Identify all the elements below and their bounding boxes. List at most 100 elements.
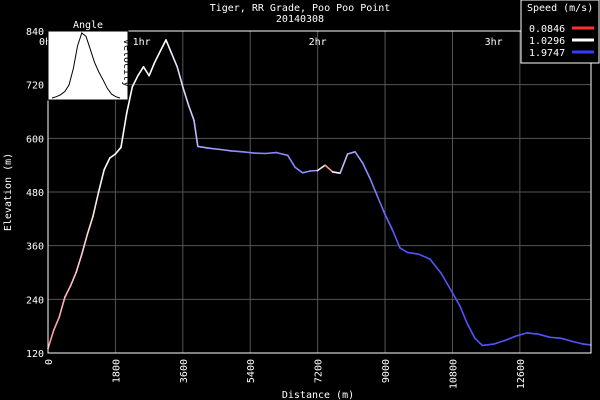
x-tick-label: 0 [44, 359, 55, 365]
trace-segment [316, 164, 326, 172]
trace-segment [86, 215, 94, 236]
trace-segment [92, 191, 100, 218]
trace-segment [376, 195, 386, 216]
trace-segment [114, 146, 122, 155]
trace-segment [451, 291, 461, 307]
trace-segment [369, 177, 379, 198]
trace-segment [481, 343, 495, 347]
trace-segment [537, 333, 551, 339]
trace-segment [137, 66, 145, 77]
elevation-trace [47, 39, 592, 350]
trace-segment [384, 213, 394, 231]
trace-segment [125, 86, 134, 115]
x-tick-label: 9000 [381, 359, 392, 383]
trace-segment [301, 170, 311, 174]
y-tick-label: 360 [26, 242, 44, 253]
trace-segment [571, 340, 585, 345]
x-tick-label: 3600 [179, 359, 190, 383]
y-tick-label: 600 [26, 134, 44, 145]
trace-segment [264, 151, 278, 155]
x-tick-label: 5400 [246, 359, 257, 383]
trace-segment [80, 233, 89, 256]
y-tick-label: 240 [26, 295, 44, 306]
trace-segment [354, 151, 364, 164]
trace-segment [69, 271, 77, 287]
trace-segment [142, 66, 150, 77]
trace-segment [159, 39, 167, 52]
trace-segment [64, 285, 72, 298]
trace-segment [109, 153, 117, 159]
time-tick-label: 1hr [133, 37, 151, 48]
tick-labels: 120 240 360 480 600 720 840 0 1800 3600 5400 7200 90… [26, 27, 527, 389]
chart-title: Tiger, RR Grade, Poo Poo Point [210, 3, 391, 14]
plot-frame [47, 30, 592, 354]
legend-entry-label: 1.9747 [529, 48, 565, 59]
x-tick-label: 1800 [111, 359, 122, 383]
trace-segment [97, 168, 105, 193]
legend-title: Speed (m/s) [527, 3, 593, 14]
legend-entry-label: 1.0296 [529, 36, 565, 47]
y-tick-label: 480 [26, 188, 44, 199]
trace-segment [187, 104, 195, 122]
y-tick-label: 720 [26, 81, 44, 92]
x-tick-label: 12600 [516, 359, 527, 389]
y-axis-label: Elevation (m) [3, 153, 14, 231]
trace-segment [148, 61, 156, 77]
legend-entry-label: 0.0846 [529, 24, 565, 35]
trace-segment [406, 251, 420, 255]
trace-segment [346, 151, 356, 155]
angle-velocity-inset: Angle Velocity [47, 20, 132, 101]
time-tick-label: 2hr [309, 37, 327, 48]
trace-segment [459, 305, 469, 325]
trace-segment [361, 162, 371, 180]
trace-segment [230, 150, 244, 153]
trace-segment [331, 171, 341, 174]
time-tick-label: 3hr [485, 37, 503, 48]
inset-title: Angle [73, 20, 103, 31]
trace-segment [294, 166, 304, 174]
trace-segment [153, 50, 162, 64]
trace-segment [474, 337, 484, 347]
trace-segment [466, 323, 476, 340]
trace-segment [339, 153, 349, 174]
trace-segment [548, 336, 562, 340]
trace-segment [440, 272, 454, 294]
trace-segment [103, 157, 111, 171]
trace-segment [560, 337, 574, 343]
trace-segment [399, 247, 409, 254]
trace-segment [429, 258, 443, 275]
x-axis-label: Distance (m) [282, 390, 354, 400]
trace-segment [504, 335, 517, 342]
trace-segment [197, 145, 210, 149]
trace-segment [208, 147, 222, 151]
trace-segment [58, 296, 66, 319]
inset-line [51, 32, 121, 99]
trace-segment [286, 154, 297, 169]
trace-segment [75, 253, 83, 274]
x-tick-label: 7200 [314, 359, 325, 383]
trace-segment [324, 164, 334, 173]
trace-segment [193, 119, 199, 148]
trace-segment [515, 332, 529, 337]
trace-segment [165, 39, 173, 55]
trace-segment [582, 343, 592, 346]
trace-segment [170, 52, 178, 68]
trace-segment [131, 74, 139, 88]
trace-segment [182, 86, 190, 106]
trace-segment [309, 169, 319, 172]
trace-segment [417, 253, 431, 260]
trace-segment [391, 229, 401, 249]
trace-segment [275, 151, 289, 157]
inset-side-label: Velocity [121, 39, 132, 87]
trace-segment [47, 329, 55, 350]
y-tick-label: 840 [26, 27, 44, 38]
trace-segment [176, 66, 184, 88]
trace-segment [219, 148, 233, 152]
y-tick-label: 120 [26, 349, 44, 360]
x-tick-label: 10800 [448, 359, 459, 389]
trace-segment [526, 332, 540, 336]
